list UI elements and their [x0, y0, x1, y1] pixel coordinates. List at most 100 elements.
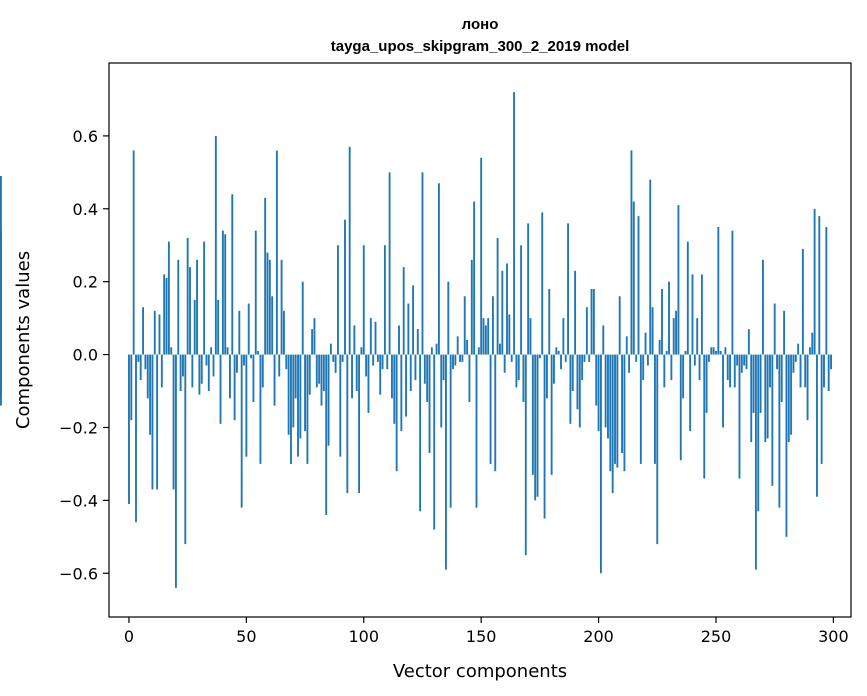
bar-251 [717, 227, 720, 355]
bar-38 [217, 299, 220, 355]
bar-153 [487, 318, 490, 355]
bar-67 [285, 354, 288, 370]
bar-135 [445, 354, 447, 570]
bar-16 [165, 278, 168, 355]
bar-230 [668, 281, 670, 355]
bar-105 [374, 321, 377, 355]
bar-185 [562, 318, 565, 355]
bar-72 [297, 354, 299, 457]
bar-50 [245, 354, 248, 457]
bar-13 [158, 314, 161, 355]
bar-208 [616, 354, 619, 468]
bar-200 [597, 354, 600, 432]
bar-154 [489, 354, 492, 464]
bar-225 [656, 354, 659, 545]
bar-79 [313, 318, 316, 355]
bar-287 [801, 248, 804, 355]
bar-213 [628, 354, 631, 373]
bar-283 [792, 354, 795, 373]
bar-179 [548, 288, 551, 355]
bar-266 [752, 354, 755, 413]
bar-138 [452, 354, 454, 370]
bar-244 [700, 274, 703, 355]
bar-112 [391, 354, 393, 399]
bar-235 [679, 354, 682, 461]
x-tick-label: 300 [818, 627, 849, 646]
bar-238 [686, 241, 689, 355]
bar-255 [726, 354, 729, 381]
bar-115 [398, 325, 400, 355]
bar-108 [381, 354, 384, 370]
bar-274 [771, 354, 774, 486]
bar-231 [670, 354, 673, 381]
chart-title: лоно [462, 16, 499, 33]
bar-68 [287, 354, 290, 435]
bar-290 [808, 347, 811, 355]
bar-118 [405, 354, 407, 417]
bar-137 [449, 354, 452, 508]
bar-129 [430, 347, 433, 355]
bar-166 [517, 354, 520, 381]
bar-203 [604, 354, 607, 428]
bar-205 [609, 354, 612, 472]
bar-259 [736, 354, 739, 366]
bar-11 [153, 310, 156, 355]
bar-99 [360, 347, 363, 355]
bar-171 [529, 318, 532, 355]
bar-117 [402, 267, 405, 355]
bar-270 [762, 259, 764, 355]
bar-202 [602, 325, 605, 355]
bar-76 [306, 354, 309, 464]
bar-87 [332, 354, 335, 362]
bar-26 [189, 267, 191, 355]
bar-97 [355, 354, 358, 392]
bar-28 [193, 299, 196, 355]
bar-206 [611, 354, 614, 494]
bar-192 [578, 354, 581, 428]
bar-6 [142, 307, 144, 355]
bar-280 [785, 354, 788, 537]
bar-186 [564, 354, 567, 362]
bar-22 [179, 354, 182, 392]
bar-93 [346, 354, 349, 494]
bar-131 [435, 343, 438, 355]
bar-42 [226, 347, 229, 355]
bar-45 [233, 354, 236, 421]
bar-120 [409, 354, 412, 392]
bar-169 [524, 354, 527, 556]
chart-subtitle: tayga_upos_skipgram_300_2_2019 model [331, 38, 630, 55]
bar-29 [196, 259, 198, 355]
bar-245 [703, 354, 706, 479]
bar-222 [649, 179, 652, 355]
bar-106 [376, 354, 379, 362]
bar-9 [149, 354, 152, 435]
bar-94 [348, 146, 351, 355]
bar-39 [219, 354, 222, 424]
bar-103 [369, 318, 372, 355]
plot-frame [108, 62, 852, 618]
bar-57 [261, 354, 264, 388]
bar-178 [545, 354, 548, 399]
x-tick-label: 250 [701, 627, 732, 646]
bar-240 [691, 274, 694, 355]
bar-145 [468, 354, 471, 402]
bar-34 [207, 354, 210, 392]
bar-92 [344, 219, 346, 355]
y-tick-label: 0.6 [73, 127, 98, 146]
bar-256 [729, 354, 732, 388]
bar-128 [428, 354, 431, 453]
bar-152 [484, 325, 487, 355]
bar-114 [395, 354, 398, 472]
bar-196 [588, 354, 591, 362]
bar-144 [466, 340, 469, 355]
bar-258 [733, 354, 736, 388]
bar-229 [665, 350, 668, 355]
bar-98 [358, 354, 361, 494]
bar-239 [689, 354, 692, 432]
bar-252 [719, 350, 722, 355]
bar-273 [769, 354, 771, 388]
bar-4 [137, 354, 140, 362]
bar-253 [722, 354, 724, 428]
bar-142 [461, 354, 464, 362]
bar-49 [243, 354, 245, 366]
